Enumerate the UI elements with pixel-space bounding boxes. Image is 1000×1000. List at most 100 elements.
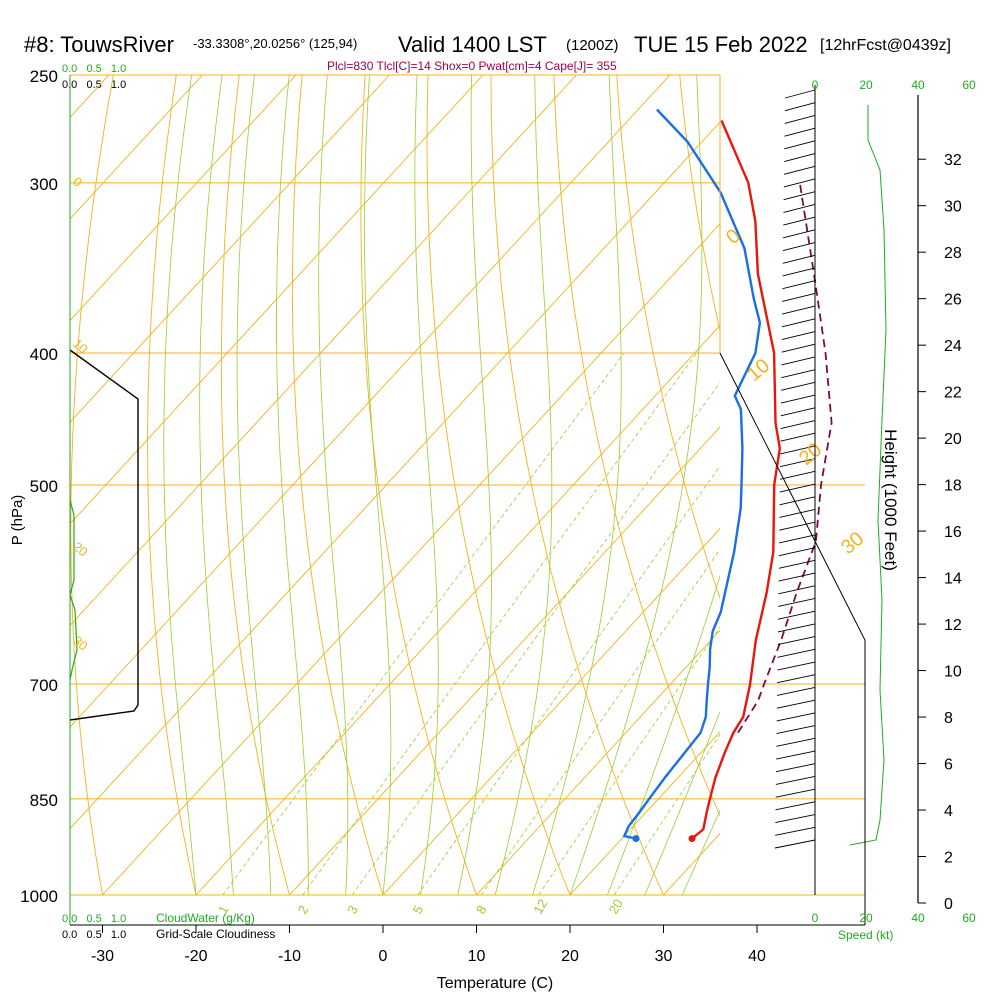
dry-adiabat-label: 30	[837, 528, 868, 559]
series-temperature-surface-point	[688, 835, 696, 843]
height-tick-label: 32	[944, 152, 962, 169]
wind-barb	[778, 559, 816, 569]
height-tick-label: 28	[944, 245, 962, 262]
height-tick-label: 26	[944, 292, 962, 309]
height-tick-label: 10	[944, 664, 962, 681]
wind-barb	[775, 775, 816, 785]
speed-tick-bottom: 40	[911, 911, 925, 925]
wind-barb	[781, 369, 816, 379]
speed-label: Speed (kt)	[838, 928, 893, 942]
pressure-tick-label: 300	[30, 175, 58, 194]
isotherm-line	[476, 629, 720, 896]
moist-adiabat-line	[494, 75, 553, 896]
height-tick-label: 18	[944, 478, 962, 495]
wind-barb	[777, 610, 816, 620]
station-title: #8: TouwsRiver	[24, 32, 174, 57]
wind-barb	[781, 343, 816, 353]
grid-lines	[70, 74, 865, 896]
forecast-info: [12hrFcst@0439z]	[820, 37, 951, 54]
dry-adiabat-line	[616, 75, 720, 600]
y2-axis-title: Height (1000 Feet)	[881, 429, 900, 571]
dry-adiabat-line	[147, 75, 197, 896]
height-tick-label: 6	[944, 757, 953, 774]
x-tick-label: -20	[184, 948, 207, 965]
wind-barb	[780, 394, 816, 404]
wind-barb	[782, 267, 816, 277]
series-dew-point-surface-point	[632, 835, 640, 843]
moist-adiabat-line	[276, 75, 309, 895]
x-tick-label: 20	[561, 948, 579, 965]
cloud-profile	[69, 349, 139, 721]
dry-adiabat-line	[931, 75, 1000, 895]
wind-barb	[780, 381, 816, 391]
valid-time: Valid 1400 LST	[398, 32, 547, 57]
wind-barb	[778, 598, 816, 607]
height-tick-label: 2	[944, 850, 953, 867]
height-tick-label: 22	[944, 385, 962, 402]
height-tick-label: 20	[944, 431, 962, 448]
x-axis-title: Temperature (C)	[437, 975, 553, 992]
wind-barb	[776, 725, 816, 735]
moist-adiabat-line	[644, 710, 720, 896]
wind-barb	[778, 572, 816, 582]
x-tick-label: 0	[379, 948, 388, 965]
wind-barb	[781, 318, 816, 328]
wind-speed-profile	[849, 105, 887, 846]
speed-tick-bottom: 0	[812, 911, 819, 925]
wind-barb	[776, 687, 816, 696]
wind-barb	[783, 203, 816, 213]
height-tick-label: 14	[944, 571, 962, 588]
wind-barb	[784, 153, 816, 162]
dry-adiabat-line	[291, 75, 384, 896]
wind-barb	[780, 407, 816, 417]
wind-barb	[779, 509, 816, 518]
mixing-ratio-label: 12	[530, 896, 550, 916]
wind-barb	[777, 674, 816, 684]
wind-barb	[784, 114, 816, 124]
dry-adiabat-label: 20	[795, 439, 826, 470]
mixing-ratio-label: 20	[606, 896, 626, 916]
wind-barb	[782, 292, 816, 302]
dry-adiabat-label: 0	[70, 174, 85, 190]
moist-adiabat-line	[532, 75, 622, 896]
dry-adiabat-line	[994, 75, 1000, 895]
wind-barb	[778, 547, 816, 557]
wind-barb	[775, 814, 816, 824]
moist-adiabat-line	[163, 75, 197, 896]
wind-barb	[776, 712, 816, 722]
moist-adiabat-line	[364, 75, 392, 896]
mixing-ratio-line	[538, 626, 720, 896]
wind-barb	[779, 483, 816, 493]
dry-adiabat-line	[426, 75, 571, 896]
wind-barb	[780, 420, 816, 429]
moist-adiabat-line	[457, 75, 492, 896]
wind-barb	[783, 229, 816, 239]
indices-line: Plcl=830 Tlcl[C]=14 Shox=0 Pwat[cm]=4 Ca…	[327, 59, 617, 73]
grid-scale-cloudiness-line	[69, 349, 139, 721]
wind-barbs	[774, 89, 887, 849]
wind-barb	[779, 496, 816, 506]
x-tick-label: -10	[278, 948, 301, 965]
wind-barb	[783, 216, 816, 226]
valid-zulu: (1200Z)	[566, 37, 619, 54]
wind-barb	[775, 801, 816, 811]
mixing-ratio-line	[417, 465, 720, 896]
cloudwater-line	[69, 499, 78, 681]
sounding-series	[622, 108, 833, 843]
x-tick-label: 40	[748, 948, 766, 965]
wind-barb	[784, 127, 816, 137]
moist-adiabat-line	[199, 75, 234, 896]
wind-barb	[779, 458, 816, 468]
isotherm-line	[70, 75, 297, 322]
mixing-ratio-label: 3	[344, 903, 361, 917]
wind-barb	[778, 585, 816, 595]
speed-tick-top: 60	[962, 78, 976, 92]
dry-adiabat-label: 20	[70, 539, 91, 560]
wind-barb	[783, 191, 816, 201]
wind-barb	[780, 432, 816, 442]
pressure-tick-label: 500	[30, 477, 58, 496]
cloud-scale-top-black: 0.0 0.5 1.0	[62, 79, 126, 91]
plot-right-boundary	[719, 352, 866, 925]
dry-adiabat-label: 10	[743, 355, 774, 386]
wind-barb	[776, 750, 816, 760]
